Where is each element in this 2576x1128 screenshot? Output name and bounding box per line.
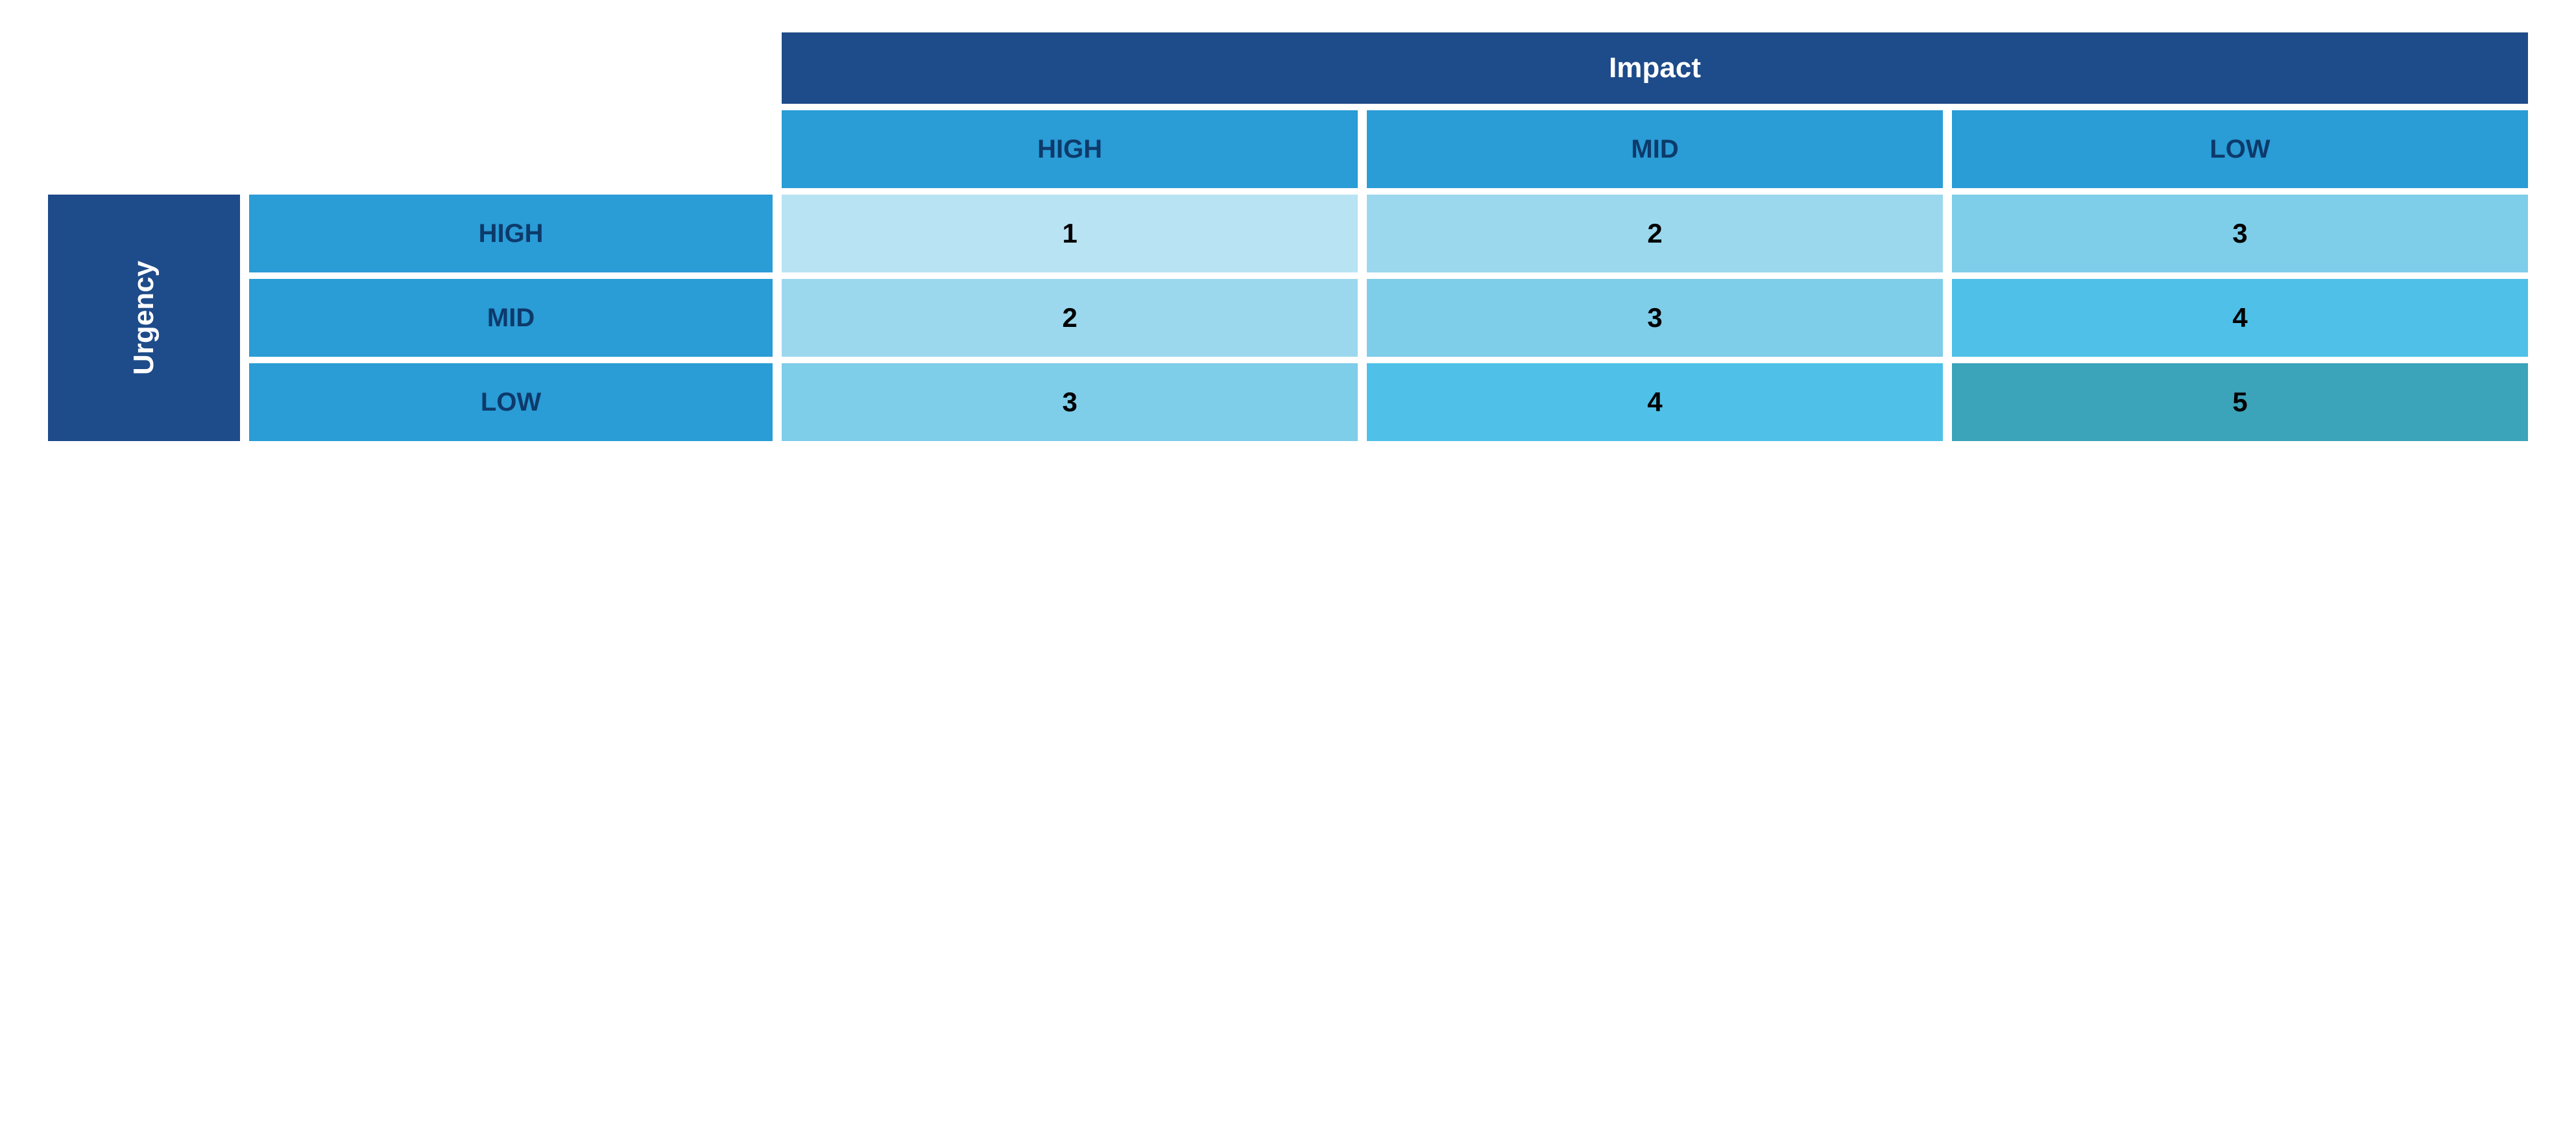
priority-cell: 5 bbox=[1952, 363, 2528, 441]
priority-matrix: Impact HIGH MID LOW Urgency HIGH 1 2 3 bbox=[39, 26, 2537, 448]
blank-cell bbox=[249, 32, 773, 104]
row-label-text: MID bbox=[487, 304, 535, 332]
priority-cell: 4 bbox=[1367, 363, 1943, 441]
blank-cell bbox=[48, 32, 240, 104]
priority-value: 3 bbox=[2232, 218, 2247, 248]
impact-col-mid: MID bbox=[1367, 110, 1943, 188]
urgency-header-label: Urgency bbox=[128, 261, 160, 375]
col-label-text: LOW bbox=[2209, 135, 2270, 163]
impact-col-high: HIGH bbox=[782, 110, 1358, 188]
priority-cell: 2 bbox=[782, 279, 1358, 357]
priority-cell: 3 bbox=[1367, 279, 1943, 357]
col-label-text: MID bbox=[1631, 135, 1678, 163]
impact-header-label: Impact bbox=[1609, 52, 1701, 84]
priority-value: 3 bbox=[1647, 302, 1662, 333]
priority-value: 3 bbox=[1062, 387, 1077, 417]
priority-cell: 3 bbox=[782, 363, 1358, 441]
priority-value: 2 bbox=[1647, 218, 1662, 248]
impact-col-low: LOW bbox=[1952, 110, 2528, 188]
row-label-text: HIGH bbox=[479, 219, 544, 248]
col-label-text: HIGH bbox=[1037, 135, 1102, 163]
urgency-row-low: LOW bbox=[249, 363, 773, 441]
priority-cell: 4 bbox=[1952, 279, 2528, 357]
priority-cell: 1 bbox=[782, 195, 1358, 272]
row-label-text: LOW bbox=[481, 388, 541, 416]
priority-cell: 2 bbox=[1367, 195, 1943, 272]
priority-value: 1 bbox=[1062, 218, 1077, 248]
priority-value: 4 bbox=[2232, 302, 2247, 333]
blank-cell bbox=[48, 110, 240, 188]
priority-value: 2 bbox=[1062, 302, 1077, 333]
priority-cell: 3 bbox=[1952, 195, 2528, 272]
impact-header: Impact bbox=[782, 32, 2528, 104]
blank-cell bbox=[249, 110, 773, 188]
priority-value: 5 bbox=[2232, 387, 2247, 417]
urgency-row-mid: MID bbox=[249, 279, 773, 357]
urgency-header: Urgency bbox=[48, 195, 240, 441]
priority-value: 4 bbox=[1647, 387, 1662, 417]
urgency-row-high: HIGH bbox=[249, 195, 773, 272]
